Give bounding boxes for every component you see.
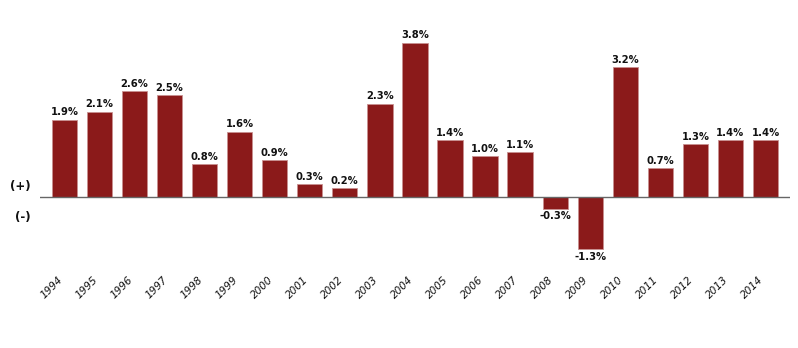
Text: -1.3%: -1.3% <box>574 252 606 262</box>
Text: 0.8%: 0.8% <box>191 152 219 162</box>
Bar <box>332 189 358 197</box>
Text: 2.6%: 2.6% <box>120 79 148 89</box>
Text: 0.3%: 0.3% <box>296 172 324 182</box>
Text: 1.1%: 1.1% <box>506 140 534 150</box>
Text: 1.6%: 1.6% <box>226 119 254 129</box>
Bar <box>683 144 708 197</box>
Text: -0.3%: -0.3% <box>539 211 571 221</box>
Bar <box>227 132 252 197</box>
Bar <box>262 160 287 197</box>
Bar <box>648 168 673 197</box>
Bar <box>192 164 217 197</box>
Text: 1.9%: 1.9% <box>50 107 78 117</box>
Text: 0.7%: 0.7% <box>646 156 674 166</box>
Text: 0.9%: 0.9% <box>261 148 289 158</box>
Bar <box>367 103 393 197</box>
Text: 3.2%: 3.2% <box>611 55 639 65</box>
Bar <box>157 95 182 197</box>
Text: 0.2%: 0.2% <box>331 176 359 186</box>
Bar <box>718 140 743 197</box>
Bar <box>437 140 463 197</box>
Bar <box>52 120 77 197</box>
Text: 2.3%: 2.3% <box>366 91 393 101</box>
Text: 1.4%: 1.4% <box>436 127 464 137</box>
Bar <box>613 67 638 197</box>
Text: 1.0%: 1.0% <box>471 144 499 154</box>
Bar <box>297 184 322 197</box>
Text: 2.5%: 2.5% <box>156 83 184 93</box>
Bar <box>87 112 112 197</box>
Text: 1.4%: 1.4% <box>717 127 745 137</box>
Bar <box>753 140 778 197</box>
Text: (-): (-) <box>15 211 31 224</box>
Text: 1.3%: 1.3% <box>681 132 709 142</box>
Bar <box>508 152 533 197</box>
Text: 2.1%: 2.1% <box>85 99 113 109</box>
Bar <box>472 156 498 197</box>
Bar <box>578 197 602 249</box>
Text: (+): (+) <box>10 180 31 193</box>
Text: 3.8%: 3.8% <box>401 30 429 40</box>
Bar <box>402 43 428 197</box>
Bar <box>122 92 147 197</box>
Bar <box>543 197 568 209</box>
Text: 1.4%: 1.4% <box>752 127 780 137</box>
